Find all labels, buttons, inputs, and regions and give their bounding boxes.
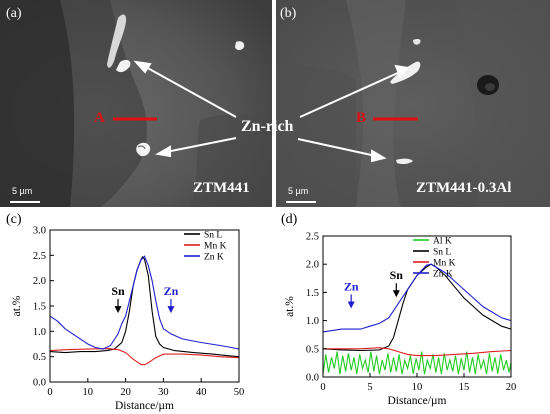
x-tick-label: 20 bbox=[120, 387, 131, 398]
y-axis-label: at.% bbox=[284, 296, 296, 317]
line-scan-chart-d: (d) 0 5 10 15 20 0.0 0.5 1.0 1.5 2.0 2.5 Distance/µm… bbox=[281, 212, 517, 407]
scale-bar-text-a: 5 µm bbox=[12, 186, 33, 196]
series-line-sn-l bbox=[49, 255, 240, 358]
panel-label: (c) bbox=[6, 212, 22, 227]
x-tick-label: 10 bbox=[412, 382, 423, 393]
series-line-zn-k bbox=[49, 255, 240, 350]
y-tick-label: 1.0 bbox=[33, 327, 46, 338]
zn-rich-annotation: Zn-rich bbox=[241, 118, 294, 135]
sem-panel-a: (a) A 5 µm ZTM441 bbox=[0, 0, 272, 207]
sample-label-a: ZTM441 bbox=[193, 180, 250, 196]
y-tick-label: 0.0 bbox=[306, 373, 319, 384]
legend-entry: Mn K bbox=[433, 258, 456, 268]
legend: Al KSn LMn KZn K bbox=[413, 236, 456, 279]
x-axis-label: Distance/µm bbox=[388, 395, 447, 407]
y-tick-label: 0.5 bbox=[306, 344, 319, 355]
x-tick-label: 15 bbox=[459, 382, 470, 393]
legend-entry: Al K bbox=[433, 236, 452, 246]
panel-label-a: (a) bbox=[6, 6, 22, 21]
sem-image-a bbox=[0, 0, 272, 207]
panel-label: (d) bbox=[281, 212, 298, 227]
legend-entry: Zn K bbox=[433, 269, 453, 279]
series-line-mn-k bbox=[323, 347, 512, 357]
x-tick-label: 10 bbox=[83, 387, 94, 398]
sem-image-b bbox=[276, 0, 550, 207]
y-tick-label: 1.5 bbox=[306, 288, 319, 299]
point-label-b: B bbox=[356, 110, 367, 126]
x-tick-label: 50 bbox=[234, 387, 245, 398]
y-axis-label: at.% bbox=[11, 295, 23, 316]
point-label-a: A bbox=[94, 110, 105, 126]
panel-label-b: (b) bbox=[280, 6, 297, 21]
y-tick-label: 1.0 bbox=[306, 316, 319, 327]
sem-panel-b: (b) B 5 µm ZTM441-0.3Al bbox=[276, 0, 550, 207]
annotation-sn: Sn bbox=[111, 284, 125, 298]
x-tick-label: 0 bbox=[47, 387, 52, 398]
y-tick-label: 1.5 bbox=[33, 302, 46, 313]
scale-bar-text-b: 5 µm bbox=[288, 186, 309, 196]
y-tick-label: 0.0 bbox=[33, 378, 46, 389]
annotation-arrowhead bbox=[347, 301, 355, 309]
legend-entry: Sn L bbox=[204, 230, 222, 240]
x-axis-label: Distance/µm bbox=[115, 400, 174, 412]
scale-bar-a bbox=[10, 201, 40, 203]
annotation-arrowhead bbox=[392, 290, 400, 298]
series-line-al-k bbox=[322, 351, 512, 375]
x-tick-label: 40 bbox=[196, 387, 207, 398]
legend-entry: Mn K bbox=[204, 241, 227, 251]
y-tick-label: 2.0 bbox=[306, 260, 319, 271]
x-tick-label: 0 bbox=[320, 382, 325, 393]
annotation-arrowhead bbox=[167, 306, 175, 314]
line-scan-chart-c: (c) 0 10 20 30 40 50 0.0 0.5 1.0 1.5 2.0 2.5 3.0 Dista… bbox=[6, 212, 245, 412]
y-tick-label: 3.0 bbox=[33, 226, 46, 237]
annotation-sn: Sn bbox=[390, 268, 404, 282]
y-tick-label: 2.5 bbox=[306, 232, 319, 243]
series-line-zn-k bbox=[322, 263, 512, 333]
legend-entry: Zn K bbox=[204, 252, 224, 262]
legend-entry: Sn L bbox=[433, 247, 451, 257]
series-line-mn-k bbox=[49, 348, 240, 366]
annotation-zn: Zn bbox=[344, 280, 359, 294]
scale-bar-b bbox=[286, 201, 316, 203]
y-tick-label: 0.5 bbox=[33, 352, 46, 363]
y-tick-label: 2.0 bbox=[33, 276, 46, 287]
sample-label-b: ZTM441-0.3Al bbox=[416, 180, 512, 196]
x-tick-label: 20 bbox=[506, 382, 517, 393]
y-tick-label: 2.5 bbox=[33, 251, 46, 262]
annotation-zn: Zn bbox=[164, 284, 179, 298]
x-tick-label: 5 bbox=[367, 382, 372, 393]
legend: Sn LMn KZn K bbox=[184, 230, 227, 262]
annotation-arrowhead bbox=[114, 306, 122, 314]
x-tick-label: 30 bbox=[158, 387, 169, 398]
